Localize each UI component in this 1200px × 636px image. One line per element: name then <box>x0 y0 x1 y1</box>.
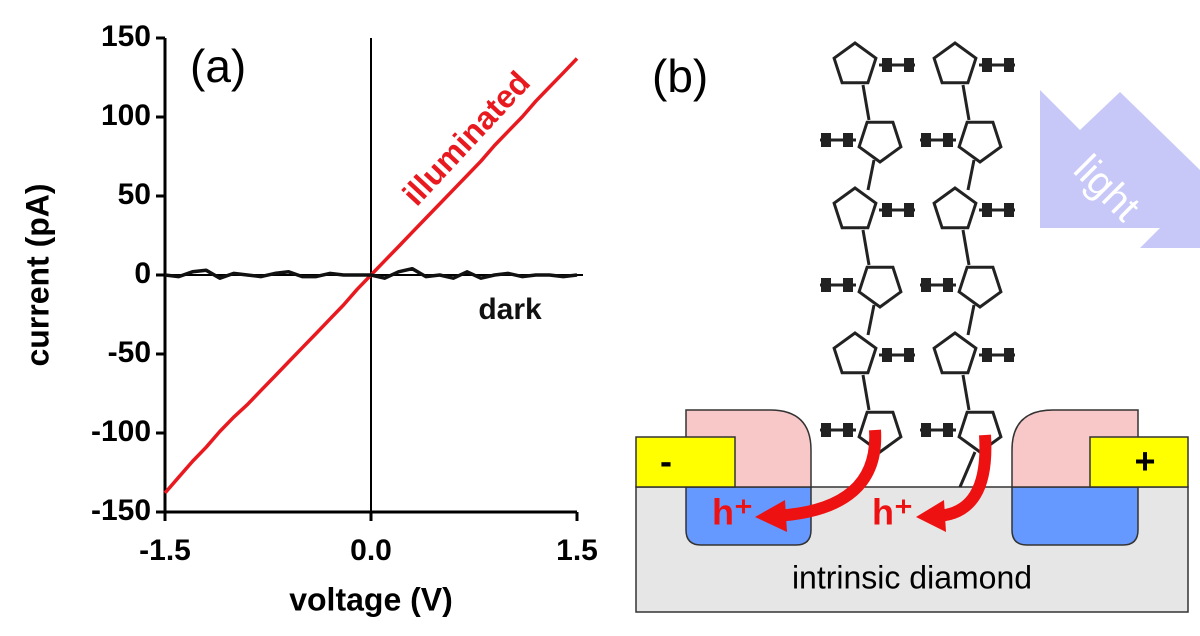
arrow-head <box>755 500 787 532</box>
y-tick-label: 100 <box>101 99 151 132</box>
side-chain-atom <box>943 278 953 292</box>
side-chain-atom <box>904 348 914 362</box>
thiophene-ring <box>857 265 903 309</box>
side-chain-atom <box>882 58 892 72</box>
side-chain-atom <box>982 58 992 72</box>
hole-label: h⁺ <box>712 492 753 533</box>
series-label: dark <box>478 293 542 326</box>
series-label: illuminated <box>395 64 537 212</box>
side-chain-atom <box>821 133 831 147</box>
thiophene-ring <box>932 331 978 375</box>
device-diagram: (b) light h⁺ h⁺ - + intrinsic diamond <box>635 41 1200 613</box>
thiophene-ring <box>832 186 878 230</box>
side-chain-atom <box>1004 203 1014 217</box>
side-chain-atom <box>921 423 931 437</box>
backbone-bond <box>961 229 971 266</box>
thiophene-ring <box>957 410 1003 454</box>
side-chain-atom <box>843 133 853 147</box>
side-chain-atom <box>843 278 853 292</box>
side-chain-atom <box>982 203 992 217</box>
backbone-bond <box>958 451 977 488</box>
polymer <box>820 41 1015 488</box>
hole-label: h⁺ <box>872 492 913 533</box>
thiophene-ring <box>832 41 878 85</box>
thiophene-ring <box>957 265 1003 309</box>
side-chain-atom <box>843 423 853 437</box>
side-chain-atom <box>943 133 953 147</box>
contact-sign: - <box>660 441 672 482</box>
series-line <box>164 266 578 280</box>
backbone-bond <box>861 229 871 266</box>
side-chain-atom <box>821 278 831 292</box>
panel-label: (b) <box>652 50 708 102</box>
y-tick-label: -100 <box>91 415 151 448</box>
contact <box>635 436 736 488</box>
doped-region <box>1011 486 1139 546</box>
side-chain-atom <box>882 203 892 217</box>
thiophene-ring <box>957 120 1003 164</box>
side-chain-atom <box>943 423 953 437</box>
side-chain-atom <box>921 133 931 147</box>
arrow-head <box>916 500 946 532</box>
x-tick-label: -1.5 <box>139 534 191 567</box>
y-tick-label: 150 <box>101 20 151 53</box>
x-tick-label: 0.0 <box>350 534 392 567</box>
x-axis-label: voltage (V) <box>289 581 453 617</box>
y-tick-label: -150 <box>91 494 151 527</box>
light-arrow <box>1040 90 1200 248</box>
y-tick-label: 0 <box>134 257 151 290</box>
thiophene-ring <box>857 410 903 454</box>
backbone-bond <box>961 84 971 121</box>
hole-arrow <box>934 434 992 522</box>
thiophene-ring <box>932 186 978 230</box>
thiophene-ring <box>832 331 878 375</box>
contact <box>1089 436 1189 488</box>
backbone-bond <box>966 159 976 191</box>
doped-region <box>685 486 812 546</box>
backbone-bond <box>866 159 876 191</box>
y-tick-label: -50 <box>108 336 151 369</box>
backbone-bond <box>866 304 876 336</box>
backbone-bond <box>961 374 971 411</box>
contact-sign: + <box>1134 441 1155 482</box>
side-chain-atom <box>982 348 992 362</box>
side-chain-atom <box>1004 58 1014 72</box>
side-chain-atom <box>882 348 892 362</box>
side-chain-atom <box>904 203 914 217</box>
backbone-bond <box>861 84 871 121</box>
backbone-bond <box>861 374 871 411</box>
backbone-bond <box>966 304 976 336</box>
substrate-label: intrinsic diamond <box>792 559 1032 595</box>
panel-label: (a) <box>190 40 246 92</box>
hole-arrow <box>774 429 882 522</box>
side-chain-atom <box>1004 348 1014 362</box>
x-tick-label: 1.5 <box>556 534 598 567</box>
y-axis-label: current (pA) <box>19 183 55 366</box>
side-chain-atom <box>921 278 931 292</box>
y-tick-label: 50 <box>118 178 151 211</box>
thiophene-ring <box>932 41 978 85</box>
side-chain-atom <box>821 423 831 437</box>
thiophene-ring <box>857 120 903 164</box>
side-chain-atom <box>904 58 914 72</box>
